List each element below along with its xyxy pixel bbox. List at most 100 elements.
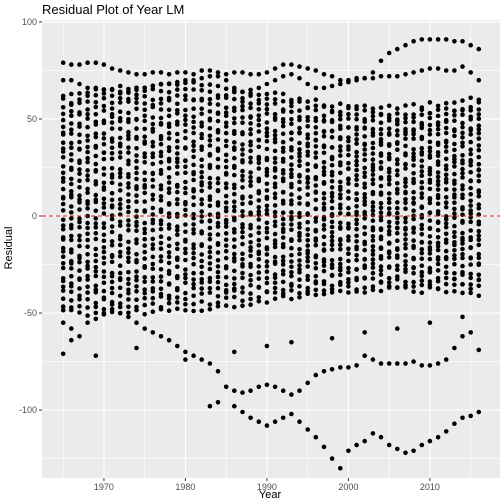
data-point bbox=[476, 255, 482, 261]
data-point bbox=[77, 158, 82, 163]
data-point bbox=[346, 79, 351, 85]
data-point bbox=[232, 208, 237, 214]
data-point bbox=[280, 149, 286, 154]
data-point bbox=[232, 268, 237, 274]
data-point bbox=[150, 220, 156, 226]
data-point bbox=[134, 170, 139, 176]
data-point bbox=[443, 100, 449, 106]
data-point bbox=[272, 384, 278, 390]
data-point bbox=[256, 257, 262, 262]
data-point bbox=[362, 231, 368, 237]
data-point bbox=[321, 169, 327, 175]
data-point bbox=[77, 81, 82, 87]
data-point bbox=[403, 189, 408, 195]
data-point bbox=[370, 357, 376, 362]
data-point bbox=[101, 136, 107, 141]
data-point bbox=[248, 174, 253, 180]
data-point bbox=[117, 68, 123, 73]
data-point bbox=[240, 409, 245, 415]
data-point bbox=[403, 151, 408, 156]
data-point bbox=[362, 141, 368, 147]
data-point bbox=[183, 213, 188, 218]
data-point bbox=[338, 144, 343, 149]
data-point bbox=[297, 201, 302, 206]
data-point bbox=[109, 86, 115, 92]
data-point bbox=[199, 214, 204, 219]
data-point bbox=[60, 261, 66, 266]
data-point bbox=[240, 89, 245, 95]
data-point bbox=[297, 195, 302, 200]
data-point bbox=[134, 289, 139, 294]
data-point bbox=[256, 237, 262, 243]
data-point bbox=[134, 199, 139, 204]
data-point bbox=[223, 303, 229, 308]
data-point bbox=[362, 256, 368, 262]
data-point bbox=[395, 267, 400, 273]
data-point bbox=[60, 111, 66, 117]
data-point bbox=[460, 314, 465, 320]
data-point bbox=[289, 181, 294, 187]
data-point bbox=[256, 205, 262, 210]
data-point bbox=[223, 86, 229, 91]
data-point bbox=[329, 117, 335, 123]
data-point bbox=[183, 222, 188, 227]
data-point bbox=[264, 166, 270, 172]
data-point bbox=[272, 165, 278, 171]
data-point bbox=[435, 247, 441, 253]
data-point bbox=[207, 96, 213, 102]
data-point bbox=[460, 39, 465, 44]
data-point bbox=[240, 158, 245, 163]
data-point bbox=[476, 219, 482, 225]
data-point bbox=[435, 182, 441, 187]
data-point bbox=[264, 96, 270, 102]
y-tick-label: -100 bbox=[19, 405, 37, 415]
data-point bbox=[272, 66, 278, 71]
data-point bbox=[183, 246, 188, 252]
data-point bbox=[60, 245, 66, 251]
data-point bbox=[77, 253, 82, 259]
data-point bbox=[158, 221, 164, 227]
data-point bbox=[272, 195, 278, 201]
data-point bbox=[175, 87, 180, 92]
data-point bbox=[248, 159, 253, 165]
data-point bbox=[126, 86, 131, 92]
data-point bbox=[134, 278, 139, 283]
data-point bbox=[60, 146, 66, 151]
data-point bbox=[134, 345, 139, 351]
data-point bbox=[386, 210, 392, 216]
data-point bbox=[69, 113, 74, 118]
data-point bbox=[232, 120, 237, 126]
data-point bbox=[183, 296, 188, 302]
data-point bbox=[476, 251, 482, 257]
data-point bbox=[93, 269, 99, 274]
data-point bbox=[232, 281, 237, 287]
data-point bbox=[395, 361, 400, 366]
data-point bbox=[329, 178, 335, 184]
data-point bbox=[297, 238, 302, 243]
data-point bbox=[183, 70, 188, 75]
data-point bbox=[134, 126, 139, 131]
data-point bbox=[329, 185, 335, 190]
data-point bbox=[248, 296, 253, 302]
data-point bbox=[305, 285, 311, 291]
data-point bbox=[460, 130, 465, 136]
data-point bbox=[354, 442, 359, 448]
data-point bbox=[183, 122, 188, 127]
data-point bbox=[101, 205, 107, 210]
data-point bbox=[338, 109, 343, 115]
data-point bbox=[289, 227, 294, 233]
data-point bbox=[346, 225, 351, 230]
data-point bbox=[256, 295, 262, 300]
data-point bbox=[370, 238, 376, 243]
data-point bbox=[468, 271, 474, 277]
data-point bbox=[468, 198, 474, 204]
x-tick-label: 2000 bbox=[338, 482, 358, 492]
data-point bbox=[476, 409, 482, 415]
data-point bbox=[175, 171, 180, 176]
data-point bbox=[280, 226, 286, 232]
data-point bbox=[354, 204, 359, 209]
data-point bbox=[427, 145, 433, 151]
data-point bbox=[93, 60, 99, 65]
data-point bbox=[199, 188, 204, 194]
data-point bbox=[403, 361, 408, 366]
